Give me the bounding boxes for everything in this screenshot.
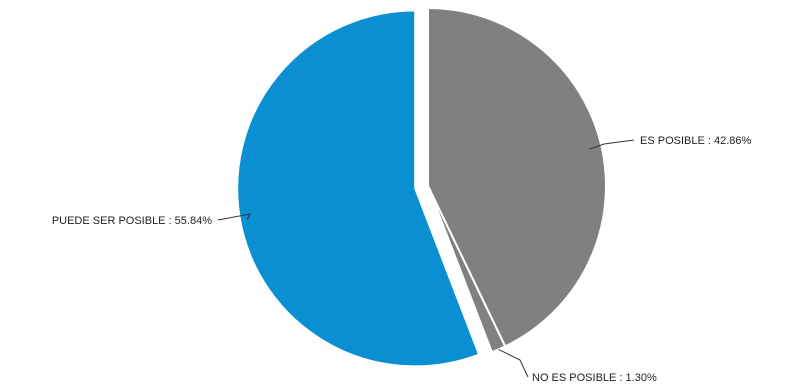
leader-lines	[217, 139, 635, 378]
data-label-es-posible: ES POSIBLE : 42.86%	[640, 135, 752, 147]
slice-labels: ES POSIBLE : 42.86% NO ES POSIBLE : 1.30%…	[52, 135, 752, 384]
data-label-no-es-posible: NO ES POSIBLE : 1.30%	[532, 372, 657, 384]
data-label-puede-ser-posible: PUEDE SER POSIBLE : 55.84%	[52, 215, 212, 227]
leader-line-es-posible	[589, 139, 635, 150]
pie-slice-puede-ser-posible	[236, 9, 481, 368]
leader-line-no-es-posible	[498, 348, 529, 378]
leader-line-puede-ser-posible	[217, 213, 251, 221]
pie-slices	[236, 6, 607, 368]
pie-slice-es-posible	[427, 6, 607, 348]
